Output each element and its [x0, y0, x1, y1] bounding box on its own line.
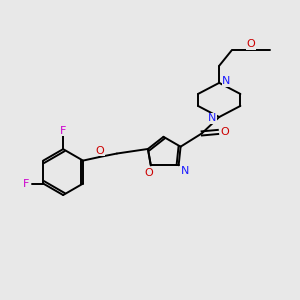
Text: O: O — [246, 39, 255, 49]
Text: N: N — [208, 113, 216, 124]
Text: N: N — [181, 166, 189, 176]
Text: F: F — [22, 178, 29, 189]
Text: N: N — [222, 76, 231, 86]
Text: O: O — [144, 168, 153, 178]
Text: O: O — [95, 146, 104, 156]
Text: F: F — [60, 126, 66, 136]
Text: O: O — [220, 127, 229, 137]
